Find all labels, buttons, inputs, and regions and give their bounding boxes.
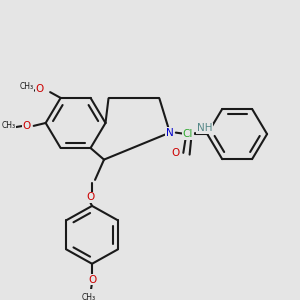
Text: O: O <box>36 84 44 94</box>
Text: NH: NH <box>196 123 212 133</box>
Text: O: O <box>22 121 30 131</box>
Text: O: O <box>88 275 96 285</box>
Text: Cl: Cl <box>183 129 193 139</box>
Text: N: N <box>166 128 174 138</box>
Text: CH₃: CH₃ <box>19 82 33 91</box>
Text: O: O <box>86 192 95 202</box>
Text: CH₃: CH₃ <box>82 292 96 300</box>
Text: O: O <box>172 148 180 158</box>
Text: CH₃: CH₃ <box>2 122 16 130</box>
